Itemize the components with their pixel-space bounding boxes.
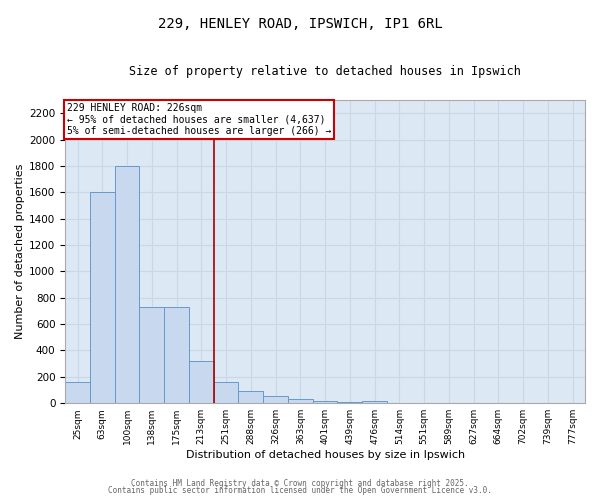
X-axis label: Distribution of detached houses by size in Ipswich: Distribution of detached houses by size … [185, 450, 464, 460]
Bar [65, 382, 90, 403]
Bar [238, 392, 263, 403]
Bar [362, 401, 387, 403]
Bar [139, 307, 164, 403]
Bar [164, 307, 189, 403]
Y-axis label: Number of detached properties: Number of detached properties [15, 164, 25, 340]
Bar [90, 192, 115, 403]
Bar [263, 396, 288, 403]
Bar [337, 402, 362, 403]
Text: 229, HENLEY ROAD, IPSWICH, IP1 6RL: 229, HENLEY ROAD, IPSWICH, IP1 6RL [158, 18, 442, 32]
Bar [288, 400, 313, 403]
Text: Contains public sector information licensed under the Open Government Licence v3: Contains public sector information licen… [108, 486, 492, 495]
Bar [387, 402, 412, 403]
Bar [214, 382, 238, 403]
Title: Size of property relative to detached houses in Ipswich: Size of property relative to detached ho… [129, 65, 521, 78]
Bar [313, 400, 337, 403]
Bar [115, 166, 139, 403]
Text: Contains HM Land Registry data © Crown copyright and database right 2025.: Contains HM Land Registry data © Crown c… [131, 478, 469, 488]
Bar [189, 361, 214, 403]
Text: 229 HENLEY ROAD: 226sqm
← 95% of detached houses are smaller (4,637)
5% of semi-: 229 HENLEY ROAD: 226sqm ← 95% of detache… [67, 103, 331, 136]
